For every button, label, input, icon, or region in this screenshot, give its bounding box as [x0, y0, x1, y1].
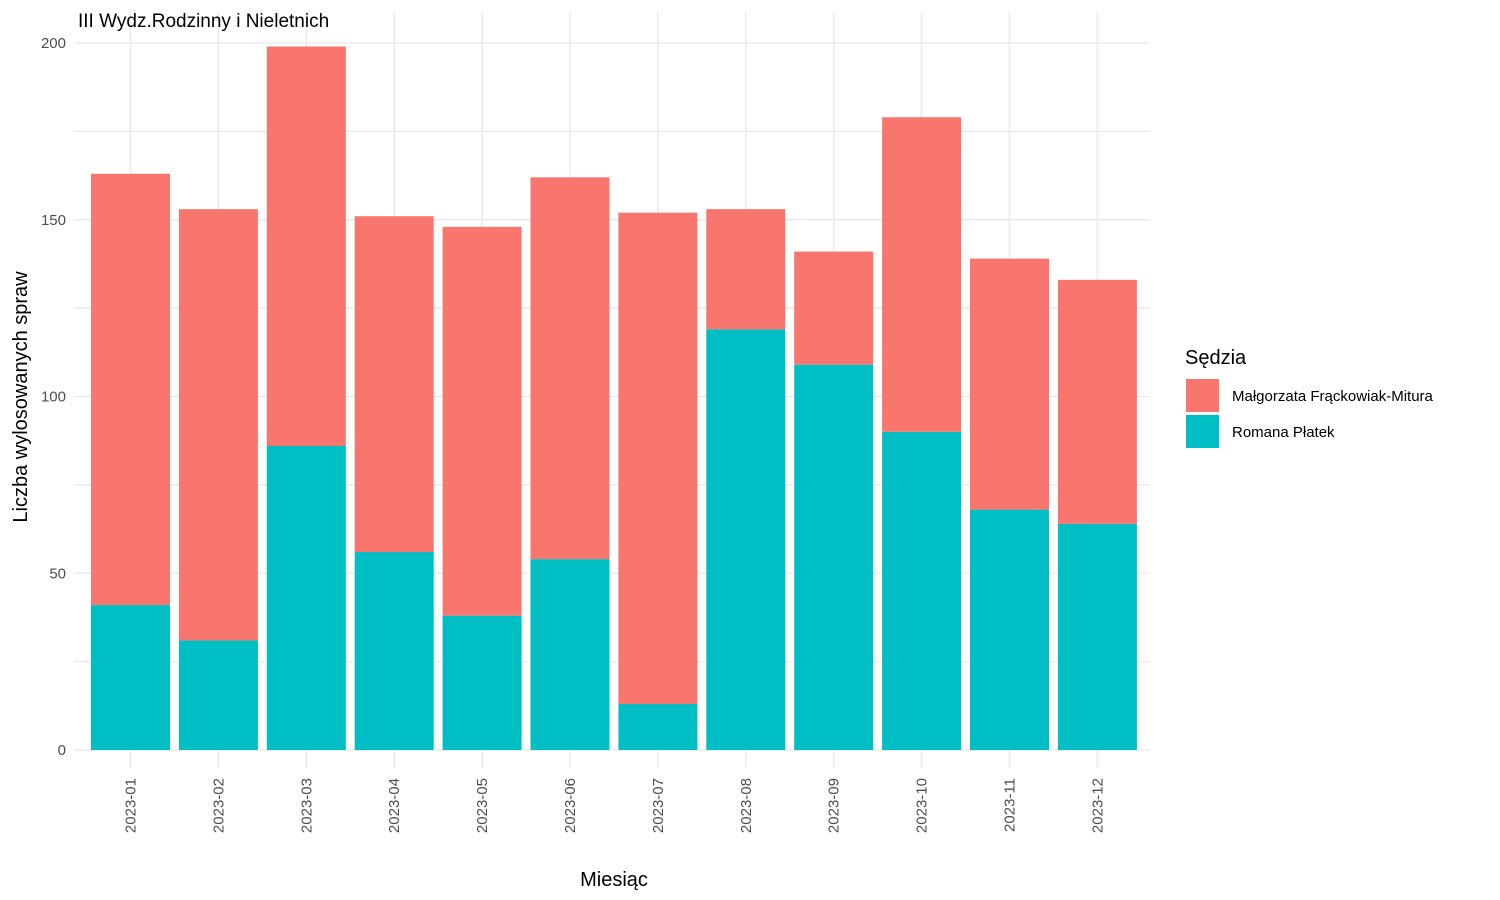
y-axis-title: Liczba wylosowanych spraw: [10, 271, 32, 523]
bar-segment: [442, 226, 522, 616]
x-tick-label: 2023-12: [1089, 778, 1106, 833]
y-tick-label: 100: [41, 389, 66, 406]
bar-segment: [706, 329, 786, 750]
bar-segment: [970, 258, 1049, 510]
x-axis-ticks: 2023-01 2023-02 2023-03 2023-04 2023-05 2023-…: [123, 778, 1107, 833]
x-tick-label: 2023-04: [386, 778, 403, 833]
bar-segment: [882, 117, 962, 432]
x-tick-label: 2023-02: [210, 778, 227, 833]
x-tick-label: 2023-01: [123, 778, 140, 833]
x-tick-label: 2023-09: [826, 778, 843, 833]
bar-segment: [1057, 523, 1137, 750]
legend-swatch: [1186, 415, 1219, 448]
x-tick-label: 2023-07: [650, 778, 667, 833]
bar-segment: [970, 509, 1049, 750]
y-tick-label: 0: [58, 742, 66, 759]
bar-segment: [530, 559, 610, 750]
legend-label: Małgorzata Frąckowiak-Mitura: [1232, 388, 1434, 405]
legend-swatch: [1186, 379, 1219, 412]
y-tick-label: 50: [49, 565, 66, 582]
y-axis-ticks: 0 50 100 150 200: [41, 35, 66, 759]
x-tick-label: 2023-03: [298, 778, 315, 833]
bar-segment: [794, 364, 874, 750]
x-tick-label: 2023-05: [474, 778, 491, 833]
y-tick-label: 200: [41, 35, 66, 52]
bar-segment: [178, 209, 258, 641]
bar-segment: [618, 212, 698, 705]
legend-items: Małgorzata Frąckowiak-Mitura Romana Płate…: [1186, 379, 1434, 448]
x-tick-label: 2023-10: [914, 778, 931, 833]
bar-segment: [530, 177, 610, 560]
bar-segment: [618, 704, 698, 750]
bar-segment: [706, 209, 786, 330]
legend-title: Sędzia: [1185, 347, 1247, 369]
bar-segment: [794, 251, 874, 365]
chart-title: III Wydz.Rodzinny i Nieletnich: [78, 11, 329, 32]
y-tick-label: 150: [41, 212, 66, 229]
x-tick-label: 2023-08: [738, 778, 755, 833]
bar-segment: [354, 216, 434, 553]
x-tick-label: 2023-06: [562, 778, 579, 833]
bar-segment: [91, 173, 170, 606]
x-axis-title: Miesiąc: [580, 869, 648, 891]
bar-segment: [266, 445, 346, 750]
bar-segment: [354, 552, 434, 750]
bar-segment: [91, 605, 170, 750]
bar-segment: [1057, 279, 1137, 524]
x-tick-label: 2023-11: [1002, 778, 1019, 832]
bar-segment: [266, 46, 346, 446]
bar-segment: [442, 615, 522, 750]
legend-label: Romana Płatek: [1232, 424, 1335, 441]
bar-segment: [882, 431, 962, 750]
bars: [91, 46, 1137, 750]
legend: Sędzia Małgorzata Frąckowiak-Mitura Roman…: [1185, 347, 1434, 448]
bar-segment: [178, 640, 258, 750]
